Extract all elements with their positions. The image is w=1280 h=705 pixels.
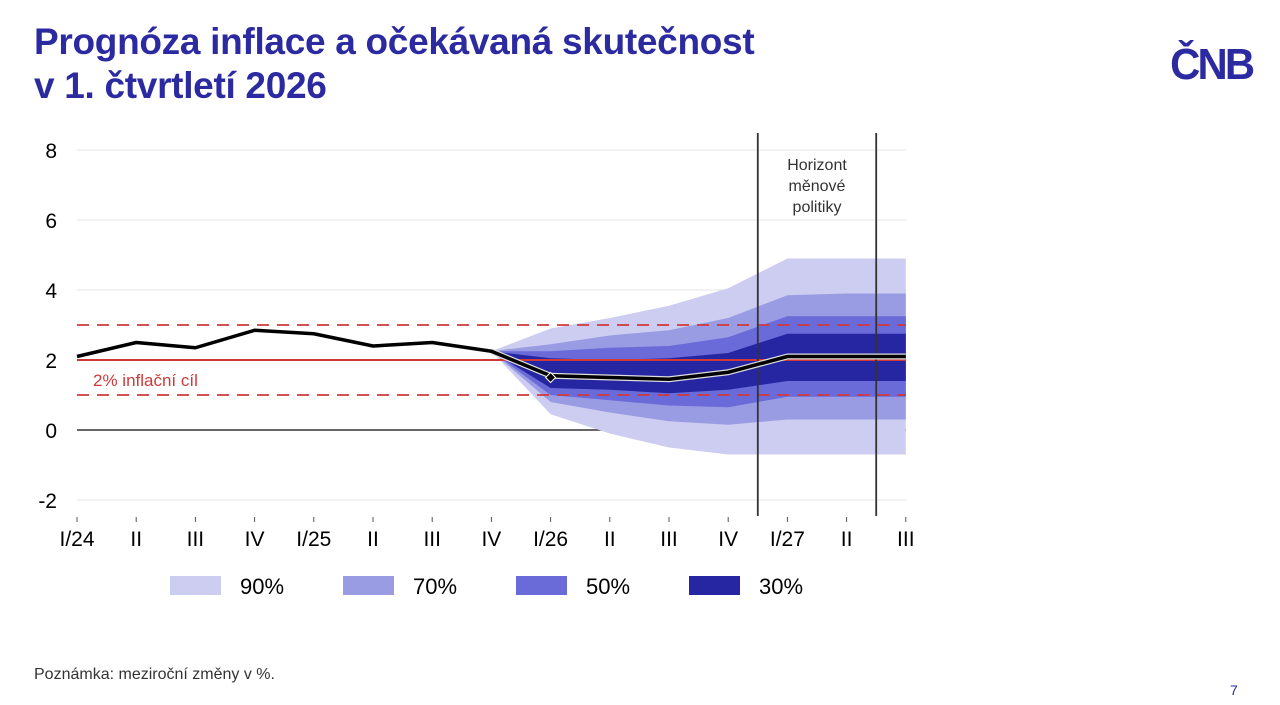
legend-label: 50% — [586, 574, 630, 599]
policy-horizon-label: měnové — [789, 178, 846, 195]
y-tick-label: 2 — [45, 350, 57, 373]
legend-label: 90% — [240, 574, 284, 599]
x-tick-label: IV — [481, 528, 501, 551]
legend: 90% 70% 50% 30% — [170, 574, 803, 599]
page-title: Prognóza inflace a očekávaná skutečnost … — [34, 20, 755, 108]
legend-swatch — [516, 576, 567, 595]
x-tick-label: II — [367, 528, 379, 551]
footnote: Poznámka: meziroční změny v %. — [34, 666, 275, 683]
title-line-2: v 1. čtvrtletí 2026 — [34, 65, 327, 106]
title-line-1: Prognóza inflace a očekávaná skutečnost — [34, 21, 755, 62]
page-number: 7 — [1230, 682, 1238, 698]
y-tick-label: -2 — [38, 490, 57, 513]
legend-swatch — [343, 576, 394, 595]
expected-actual-marker — [544, 371, 557, 384]
x-tick-label: I/25 — [296, 528, 331, 551]
x-tick-label: IV — [718, 528, 738, 551]
x-tick-label: I/27 — [770, 528, 805, 551]
inflation-target-label: 2% inflační cíl — [93, 371, 198, 390]
y-tick-label: 0 — [45, 420, 57, 443]
x-tick-label: IV — [245, 528, 265, 551]
x-tick-label: I/24 — [59, 528, 94, 551]
legend-label: 30% — [759, 574, 803, 599]
cnb-logo: ČNB — [1170, 40, 1255, 89]
y-tick-label: 8 — [45, 140, 57, 163]
x-tick-label: II — [841, 528, 853, 551]
x-tick-label: II — [130, 528, 142, 551]
legend-label: 70% — [413, 574, 457, 599]
policy-horizon-label: politiky — [793, 199, 842, 216]
legend-swatch — [170, 576, 221, 595]
x-tick-label: III — [187, 528, 205, 551]
legend-swatch — [689, 576, 740, 595]
x-tick-label: III — [660, 528, 678, 551]
y-tick-label: 6 — [45, 210, 57, 233]
x-tick-label: II — [604, 528, 616, 551]
y-tick-label: 4 — [45, 280, 57, 303]
x-tick-label: I/26 — [533, 528, 568, 551]
inflation-series — [76, 328, 906, 384]
x-tick-label: III — [423, 528, 441, 551]
policy-horizon-label: Horizont — [787, 157, 847, 174]
reference-lines: 2% inflační cíl Horizont měnové politiky — [77, 133, 906, 516]
x-tick-label: III — [897, 528, 915, 551]
